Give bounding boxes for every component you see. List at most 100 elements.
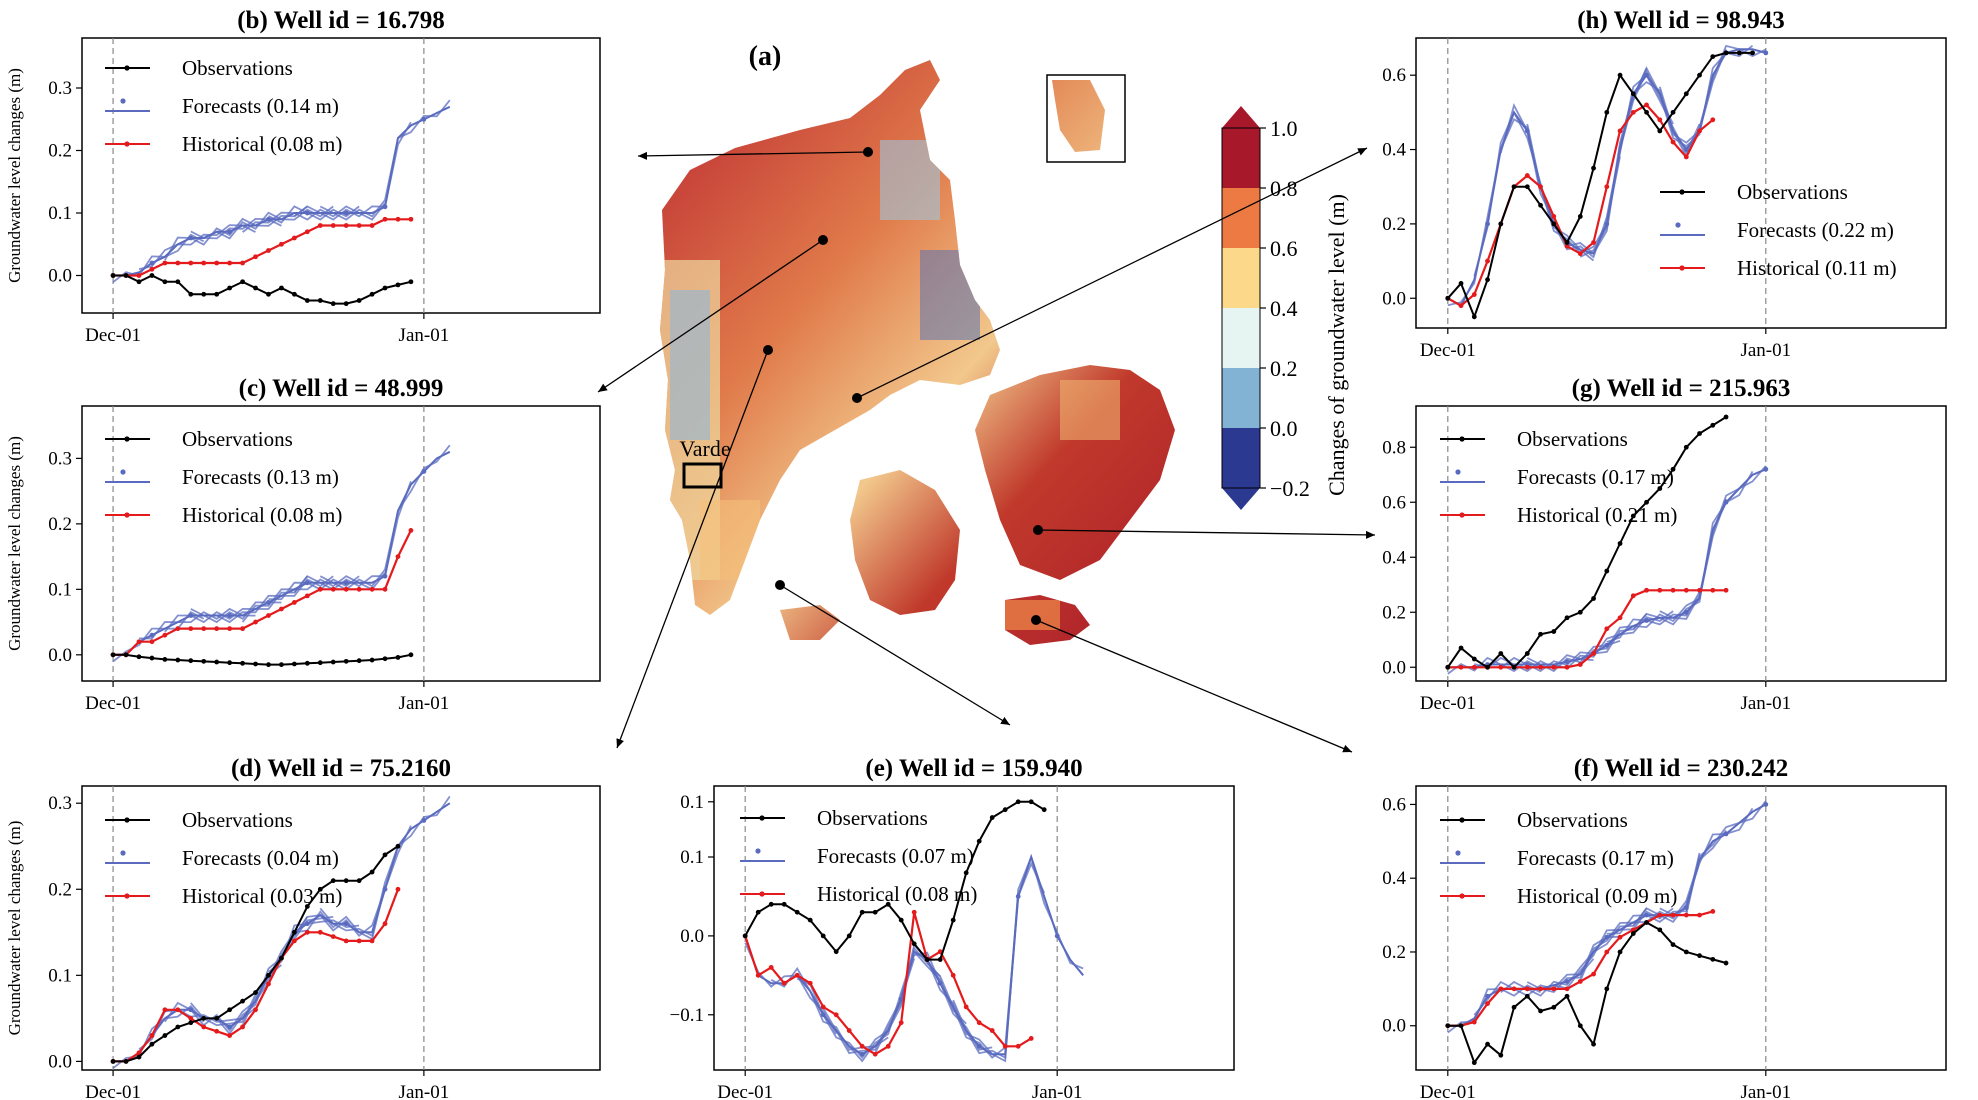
historical-point [1551, 986, 1557, 992]
legend-marker [124, 141, 130, 147]
observations-point [188, 1020, 194, 1026]
historical-point [175, 626, 181, 632]
historical-point [1723, 587, 1729, 593]
plot-frame [81, 405, 601, 682]
forecast-trajectory [138, 607, 256, 640]
well-location-dot [863, 147, 873, 157]
forecast-point [421, 116, 427, 122]
historical-point [1498, 986, 1504, 992]
historical-point [1710, 909, 1716, 914]
x-tick-label: Dec-01 [1420, 340, 1476, 361]
observations-point [1657, 927, 1663, 933]
x-tick-label: Jan-01 [399, 1082, 450, 1100]
observations-point [1524, 651, 1530, 656]
forecast-line [744, 853, 1084, 1056]
forecast-trajectory [138, 224, 256, 270]
historical-point [253, 1007, 258, 1013]
legend-label: Historical (0.08 m) [182, 132, 342, 156]
observations-point [356, 878, 362, 884]
observations-point [279, 285, 284, 291]
forecast-point [1683, 609, 1689, 615]
legend-marker [759, 891, 765, 897]
historical-point [227, 260, 233, 266]
legend-label: Forecasts (0.17 m) [1517, 846, 1674, 870]
observations-point [859, 909, 865, 915]
historical-point [317, 586, 323, 592]
y-tick-label: 0.4 [1382, 868, 1406, 889]
forecast-point [343, 921, 349, 927]
forecast-line [1447, 48, 1767, 308]
observations-point [1458, 280, 1464, 286]
forecast-trajectory [1606, 591, 1701, 643]
historical-point [291, 938, 297, 944]
legend: Observations Forecasts (0.17 m) Historical… [1440, 427, 1677, 527]
observations-point [1577, 214, 1583, 219]
legend: Observations Forecasts (0.04 m) Historical… [105, 808, 342, 908]
observations-point [898, 917, 904, 923]
x-tick-label: Jan-01 [399, 693, 450, 714]
observations-point [201, 291, 207, 297]
historical-point [149, 639, 155, 645]
colorbar-tick-label: −0.2 [1270, 476, 1310, 501]
observations-point [279, 662, 284, 668]
connector-arrow [597, 239, 824, 393]
observations-point [175, 279, 181, 285]
legend-marker [1459, 817, 1465, 823]
well-location-dot [818, 235, 828, 245]
historical-point [1683, 912, 1689, 918]
y-tick-label: 0.0 [1382, 288, 1406, 309]
historical-point [291, 600, 297, 605]
observations-point [1710, 956, 1716, 962]
observations-line [113, 274, 412, 305]
historical-line [113, 888, 400, 1063]
y-tick-label: −0.1 [670, 1005, 704, 1026]
historical-point [1591, 651, 1596, 656]
legend-marker [1459, 512, 1465, 518]
legend-marker [1455, 469, 1461, 475]
forecast-trajectory [1659, 465, 1767, 620]
colorbar-segment [1222, 428, 1260, 488]
historical-point [768, 965, 774, 970]
historical-point [1604, 626, 1610, 632]
varde-label: Varde [679, 436, 730, 461]
observations-point [1511, 184, 1517, 190]
forecast-point [1644, 912, 1649, 918]
historical-point [408, 216, 414, 222]
legend-label: Historical (0.09 m) [1517, 884, 1677, 908]
denmark-map [660, 60, 1175, 645]
observations-point [149, 655, 155, 661]
forecast-point [304, 580, 310, 586]
y-tick-label: 0.6 [1382, 65, 1406, 86]
observations-point [188, 291, 194, 297]
historical-point [1577, 979, 1583, 984]
historical-point [369, 938, 375, 944]
forecast-trajectory [319, 795, 451, 938]
historical-point [885, 1043, 891, 1049]
observations-point [1577, 1023, 1583, 1029]
observations-line [113, 653, 412, 666]
well-location-dot [775, 580, 785, 590]
forecast-point [382, 573, 388, 579]
forecast-point [1723, 831, 1729, 837]
y-tick-label: 0.0 [48, 266, 72, 287]
observations-point [395, 843, 401, 849]
historical-point [1683, 154, 1689, 160]
historical-point [279, 241, 284, 247]
observations-point [162, 1033, 168, 1038]
historical-point [1551, 214, 1557, 219]
forecast-line [113, 105, 451, 277]
historical-point [1617, 934, 1623, 940]
observations-point [1458, 645, 1464, 651]
y-axis-label: Groundwater level changes (m) [5, 821, 24, 1036]
observations-point [123, 652, 129, 658]
historical-point [356, 586, 362, 592]
y-tick-label: 0.2 [1382, 942, 1406, 963]
forecast-point [343, 580, 349, 586]
x-tick-label: Dec-01 [1420, 1082, 1476, 1100]
observations-point [963, 870, 969, 876]
observations-point [1471, 314, 1477, 320]
legend-label: Historical (0.03 m) [182, 884, 342, 908]
observations-point [1644, 499, 1649, 505]
historical-point [214, 626, 220, 632]
historical-point [1670, 912, 1676, 918]
